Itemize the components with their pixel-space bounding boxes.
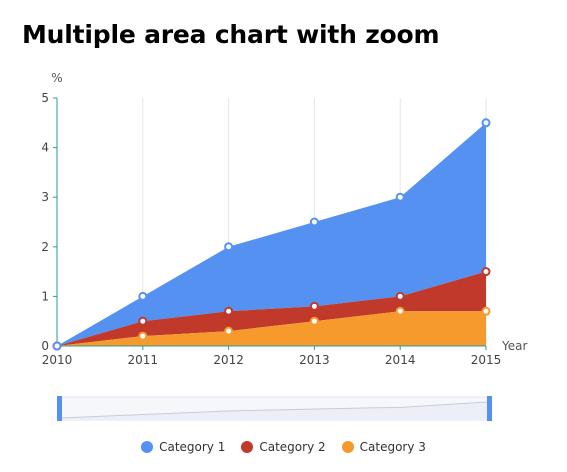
data-point-category-2[interactable]	[138, 316, 148, 326]
data-point-category-3[interactable]	[309, 316, 319, 326]
data-point-category-1[interactable]	[52, 341, 62, 351]
legend-dot-icon	[141, 441, 154, 453]
data-point-category-2[interactable]	[395, 291, 405, 301]
legend-label: Category 2	[259, 440, 326, 454]
y-tick-label: 2	[41, 240, 49, 254]
axes: 0 1 2 3 4 5 2010 2011 2012 2013 2014 2015% Year	[41, 71, 527, 367]
legend-item-category-3[interactable]: Category 3	[341, 440, 426, 454]
slider-handle-left[interactable]	[57, 396, 62, 421]
data-point-category-1[interactable]	[481, 118, 491, 128]
legend-dot-icon	[241, 441, 254, 453]
x-tick-label: 2013	[299, 353, 330, 367]
data-point-category-2[interactable]	[481, 267, 491, 277]
area-category-2	[57, 271, 486, 346]
data-point-category-1[interactable]	[224, 242, 234, 252]
x-tick-label: 2011	[128, 353, 159, 367]
data-point-category-3[interactable]	[224, 326, 234, 336]
legend-label: Category 1	[159, 440, 226, 454]
y-tick-label: 0	[41, 339, 49, 353]
data-points	[52, 118, 491, 351]
area-chart: 0 1 2 3 4 5 2010 2011 2012 2013 2014 2015% Year	[41, 71, 527, 421]
x-tick-label: 2015	[471, 353, 502, 367]
legend-label: Category 3	[359, 440, 426, 454]
y-tick-label: 3	[41, 190, 49, 204]
x-axis-label: Year	[501, 339, 527, 353]
legend-item-category-1[interactable]: Category 1	[141, 440, 225, 454]
legend-item-category-2[interactable]: Category 2	[241, 440, 326, 454]
area-category-3	[57, 311, 486, 346]
chart-title: Multiple area chart with zoom	[22, 20, 440, 49]
data-point-category-3[interactable]	[395, 306, 405, 316]
legend: Category 1 Category 2 Category 3	[0, 440, 567, 454]
zoom-slider[interactable]	[57, 396, 492, 421]
legend-dot-icon	[341, 441, 354, 453]
data-point-category-1[interactable]	[138, 291, 148, 301]
data-point-category-1[interactable]	[395, 192, 405, 202]
data-point-category-1[interactable]	[309, 217, 319, 227]
x-tick-label: 2010	[42, 353, 73, 367]
series-areas	[57, 122, 486, 346]
y-axis-label: %	[51, 71, 62, 85]
data-point-category-2[interactable]	[309, 301, 319, 311]
y-tick-label: 4	[41, 141, 49, 155]
slider-preview-area	[60, 401, 489, 420]
data-point-category-3[interactable]	[138, 331, 148, 341]
data-point-category-2[interactable]	[224, 306, 234, 316]
data-point-category-3[interactable]	[481, 306, 491, 316]
x-tick-label: 2012	[213, 353, 244, 367]
y-tick-label: 5	[41, 91, 49, 105]
slider-handle-right[interactable]	[487, 396, 492, 421]
y-tick-label: 1	[41, 289, 49, 303]
x-tick-label: 2014	[385, 353, 416, 367]
area-category-1	[57, 122, 486, 346]
slider-preview-line	[59, 401, 490, 419]
